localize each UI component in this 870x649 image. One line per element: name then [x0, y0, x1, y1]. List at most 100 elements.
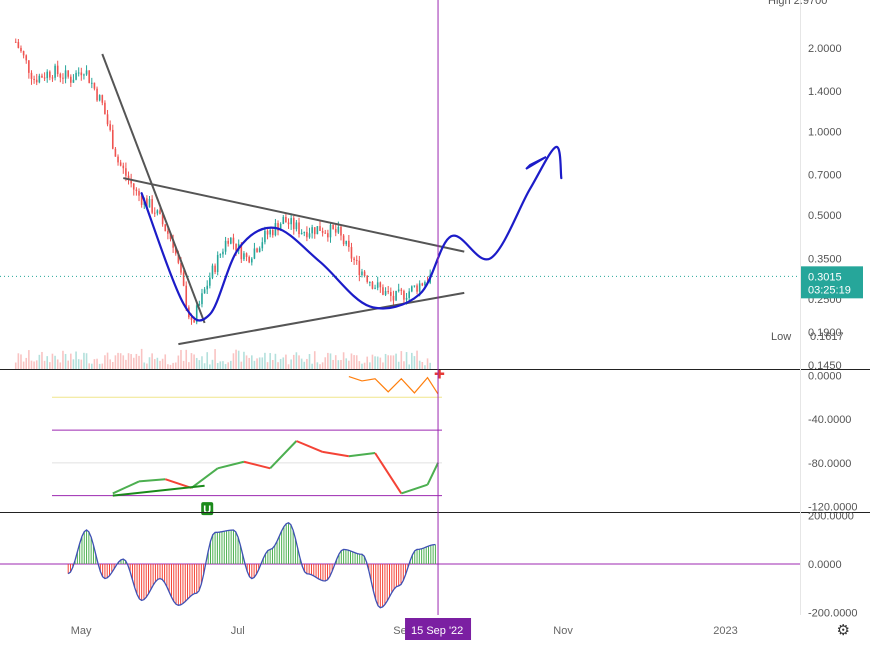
volume-bar: [146, 363, 148, 369]
volume-bar: [269, 353, 271, 369]
volume-bar: [101, 363, 104, 369]
candle-body: [329, 224, 332, 238]
volume-bar: [340, 359, 342, 369]
candle-body: [33, 78, 35, 80]
volume-bar: [329, 353, 332, 369]
candle-body: [230, 237, 232, 244]
candle-body: [46, 71, 49, 79]
volume-bar: [384, 353, 387, 369]
candle-body: [292, 218, 295, 230]
signal-u-label: U: [203, 504, 211, 516]
candle-body: [342, 235, 345, 245]
volume-bar: [353, 355, 355, 369]
volume-bar: [371, 354, 374, 369]
candle-body: [390, 291, 392, 296]
candle-body: [269, 230, 271, 235]
plus-icon: ✚: [434, 367, 445, 382]
gear-icon[interactable]: ⚙: [836, 622, 850, 639]
volume-bar: [30, 360, 33, 369]
price-pane[interactable]: [0, 38, 800, 369]
oscillator-segment: [217, 460, 245, 470]
volume-bar: [127, 353, 130, 369]
candle-body: [119, 162, 122, 166]
volume-bar: [72, 359, 75, 369]
volume-bar: [400, 351, 403, 369]
oscillator-segment: [269, 440, 298, 470]
candle-body: [392, 295, 395, 301]
candle-body: [117, 156, 119, 163]
volume-bar: [295, 352, 298, 369]
volume-bar: [298, 355, 300, 369]
candle-body: [387, 291, 389, 293]
candle-body: [340, 226, 342, 236]
axes-layer: 2.00001.40001.00000.70000.50000.35000.25…: [71, 0, 863, 640]
volume-bar: [292, 354, 295, 369]
volume-bar: [211, 359, 214, 369]
price-tick-label: 0.7000: [808, 170, 842, 182]
candle-body: [159, 210, 161, 214]
candle-body: [277, 223, 279, 231]
oscillator-tick-label: -80.0000: [808, 458, 851, 470]
volume-bar: [22, 361, 25, 369]
volume-bar: [256, 358, 258, 369]
volume-bar: [363, 362, 366, 369]
volume-bar: [429, 362, 431, 369]
candle-body: [222, 251, 224, 255]
oscillator-segment: [243, 460, 271, 470]
volume-bar: [77, 359, 80, 369]
candle-body: [153, 212, 156, 214]
volume-bar: [164, 354, 167, 369]
volume-bar: [203, 363, 206, 369]
volume-bar: [125, 359, 127, 369]
histogram-tick-label: -200.0000: [808, 608, 858, 620]
oscillator-segment: [374, 452, 403, 494]
candle-body: [345, 240, 348, 245]
candle-body: [303, 232, 306, 234]
candle-body: [240, 243, 243, 260]
volume-bar: [172, 362, 174, 369]
divergence-line[interactable]: [112, 484, 205, 497]
oscillator-segment: [400, 483, 428, 495]
projection-drawing[interactable]: [140, 145, 563, 322]
volume-bar: [405, 352, 408, 369]
candle-body: [319, 226, 321, 231]
candle-body: [49, 71, 51, 78]
volume-bar: [214, 349, 216, 369]
time-tick-label: May: [71, 625, 92, 637]
candle-body: [122, 165, 125, 169]
candle-body: [146, 198, 148, 208]
volume-bar: [361, 363, 363, 369]
oscillator-segment: [164, 478, 192, 489]
histogram-tick-label: 0.0000: [808, 559, 842, 571]
candle-body: [193, 319, 195, 323]
upper-triangle-line[interactable]: [123, 177, 465, 253]
candle-body: [361, 271, 363, 276]
volume-bar: [25, 357, 28, 369]
price-tick-label: 0.1900: [808, 327, 842, 339]
candle-body: [132, 183, 135, 190]
candle-body: [316, 226, 319, 235]
oscillator-segment: [296, 440, 324, 453]
candle-body: [376, 282, 379, 288]
volume-bar: [156, 357, 159, 369]
volume-bar: [395, 353, 397, 369]
candle-body: [164, 224, 167, 232]
candle-body: [248, 256, 250, 263]
histogram-pane[interactable]: [0, 521, 800, 609]
volume-bar: [43, 360, 46, 369]
volume-bar: [300, 358, 303, 369]
candle-body: [251, 258, 253, 263]
last-price-value: 0.3015: [808, 271, 842, 283]
candle-body: [258, 248, 261, 252]
lower-triangle-line[interactable]: [178, 291, 465, 346]
volume-bar: [222, 361, 224, 369]
candle-body: [408, 291, 410, 298]
volume-bar: [174, 362, 177, 369]
candle-body: [298, 222, 300, 235]
downtrend-line[interactable]: [101, 53, 206, 324]
oscillator-segment: [190, 467, 219, 489]
oscillator-pane[interactable]: U✚: [52, 367, 445, 517]
volume-bar: [140, 348, 143, 369]
